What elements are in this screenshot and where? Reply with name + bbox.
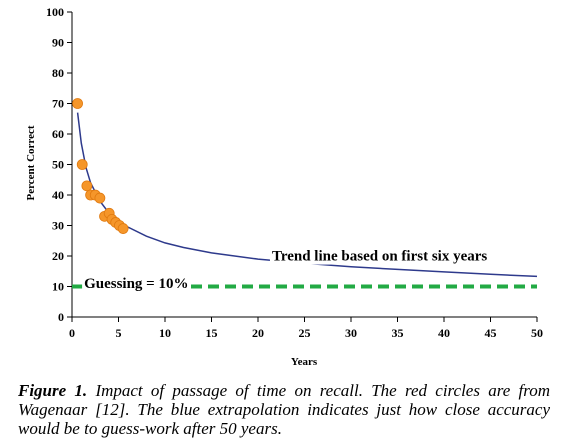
y-tick-label: 70 (52, 97, 64, 111)
data-point (72, 98, 83, 109)
x-tick-label: 25 (299, 326, 311, 340)
y-axis-title: Percent Correct (25, 125, 37, 200)
annotations: Trend line based on first six years Guess… (82, 248, 490, 293)
annotation-background (82, 276, 191, 293)
y-tick-label: 50 (52, 158, 64, 172)
axes: 0 10 20 30 40 50 60 70 80 90 100 0 5 10 15 20 25 30 35 40 45… (46, 5, 543, 340)
y-tick-label: 90 (52, 36, 64, 50)
guessing-annotation: Guessing = 10% (84, 276, 188, 292)
y-tick-label: 40 (52, 188, 64, 202)
caption-text: Impact of passage of time on recall. The… (18, 381, 550, 438)
x-tick-label: 20 (252, 326, 264, 340)
y-tick-label: 80 (52, 66, 64, 80)
x-tick-label: 45 (485, 326, 497, 340)
x-tick-label: 10 (159, 326, 171, 340)
x-axis-title: Years (291, 356, 318, 368)
data-point (117, 223, 129, 234)
trend-line-annotation: Trend line based on first six years (272, 249, 487, 265)
data-points (72, 98, 129, 234)
y-tick-label: 100 (46, 5, 64, 19)
x-tick-label: 30 (345, 326, 357, 340)
x-tick-label: 0 (69, 326, 75, 340)
annotation-background (269, 248, 490, 265)
figure-label: Figure 1. (18, 381, 88, 400)
y-tick-label: 20 (52, 249, 64, 263)
data-point (81, 180, 93, 192)
x-tick-label: 50 (531, 326, 543, 340)
y-tick-label: 0 (58, 310, 64, 324)
data-point (76, 159, 88, 170)
x-tick-label: 40 (438, 326, 450, 340)
y-tick-label: 10 (52, 280, 64, 294)
y-tick-label: 60 (52, 127, 64, 141)
data-point (94, 192, 106, 204)
x-tick-label: 35 (392, 326, 404, 340)
x-tick-label: 5 (116, 326, 122, 340)
chart: 0 10 20 30 40 50 60 70 80 90 100 0 5 10 15 20 25 30 35 40 45… (25, 5, 543, 368)
x-tick-label: 15 (206, 326, 218, 340)
figure-caption: Figure 1. Impact of passage of time on r… (18, 381, 550, 438)
y-tick-label: 30 (52, 219, 64, 233)
